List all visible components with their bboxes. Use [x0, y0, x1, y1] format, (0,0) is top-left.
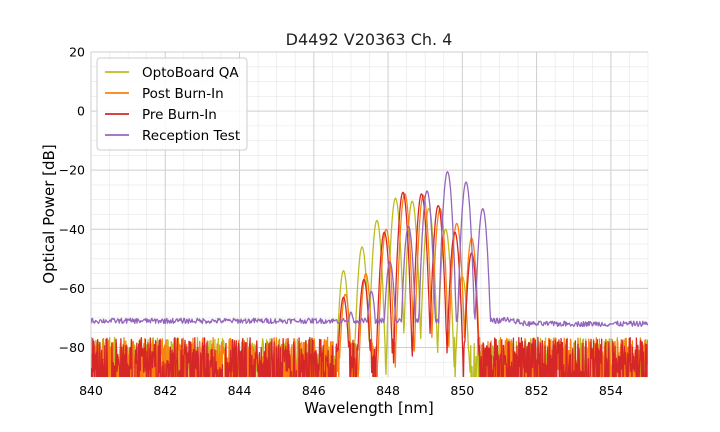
y-tick-label: −80: [59, 340, 85, 355]
y-tick-label: −40: [59, 222, 85, 237]
x-tick-label: 848: [376, 383, 400, 398]
y-tick-label: 20: [69, 45, 85, 60]
x-tick-label: 854: [599, 383, 623, 398]
x-tick-label: 850: [450, 383, 474, 398]
series-line-reception-test: [91, 171, 648, 328]
legend-entry: OptoBoard QA: [142, 65, 239, 81]
legend-frame: [96, 57, 248, 151]
legend-entry: Pre Burn-In: [142, 107, 217, 123]
x-tick-label: 840: [79, 383, 103, 398]
x-tick-label: 852: [525, 383, 549, 398]
x-axis-label: Wavelength [nm]: [304, 399, 434, 417]
legend: OptoBoard QA Post Burn-In Pre Burn-In Recep…: [96, 57, 248, 151]
y-tick-label: 0: [77, 104, 85, 119]
legend-entry: Post Burn-In: [142, 86, 224, 102]
x-tick-label: 844: [228, 383, 252, 398]
x-tick-label: 842: [153, 383, 177, 398]
plot-area: [91, 171, 648, 377]
tick-labels: 840 842 844 846 848 850 852 854 20 0 −20 −40 −60 −80: [59, 45, 623, 399]
x-tick-label: 846: [302, 383, 326, 398]
y-tick-label: −20: [59, 163, 85, 178]
series-line-pre-burn-in: [91, 191, 648, 377]
legend-entry: Reception Test: [142, 128, 240, 144]
chart-title: D4492 V20363 Ch. 4: [286, 30, 453, 49]
y-axis-label: Optical Power [dB]: [40, 144, 58, 283]
y-tick-label: −60: [59, 281, 85, 296]
